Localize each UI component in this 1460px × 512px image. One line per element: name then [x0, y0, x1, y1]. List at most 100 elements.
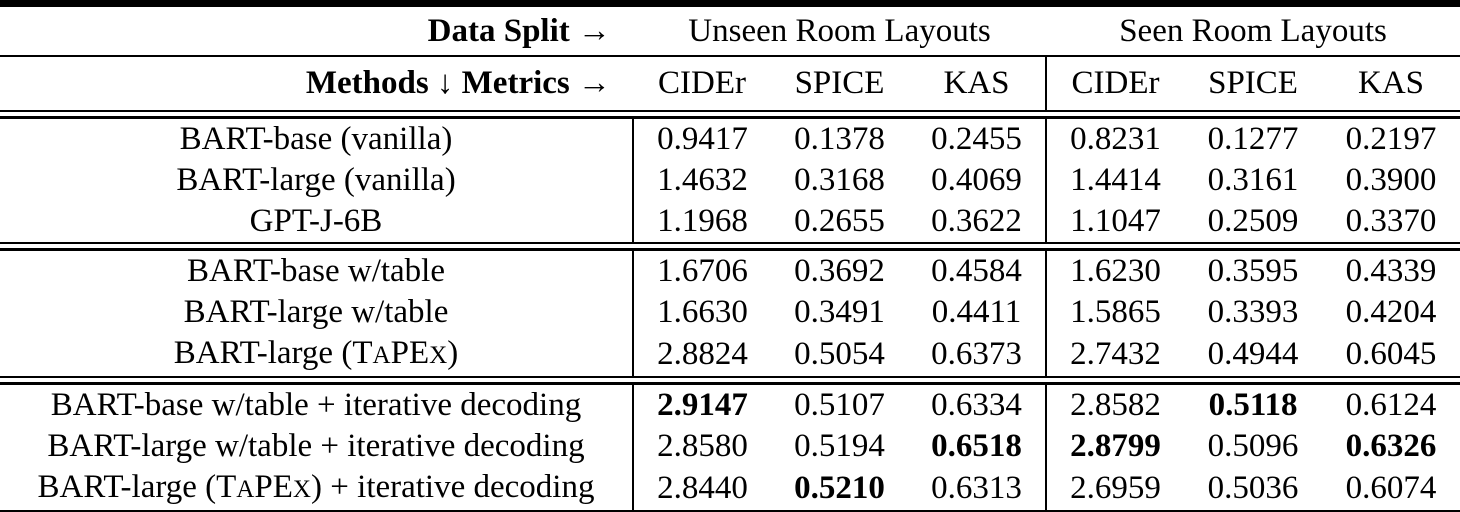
metric-cell: 1.5865	[1045, 292, 1185, 333]
method-label: BART-base w/table + iterative decoding	[50, 387, 582, 423]
metric-cell: 0.6045	[1345, 336, 1437, 372]
method-cell: BART-large w/table + iterative decoding	[0, 426, 633, 467]
metric-cell: 0.5194	[794, 428, 885, 464]
metric-cell: 0.6373	[931, 336, 1022, 372]
metric-cell: 0.5096	[1207, 428, 1299, 464]
method-label: BART-large (T	[37, 469, 237, 505]
metric-header-unseen-spice: SPICE	[794, 65, 885, 101]
metric-cell: 2.9147	[632, 385, 771, 426]
method-label: GPT-J-6B	[249, 203, 383, 239]
method-label-smallcaps: X	[429, 342, 448, 369]
method-cell: BART-large (vanilla)	[0, 160, 633, 201]
method-label: BART-large (T	[173, 335, 373, 371]
metric-cell: 0.6518	[931, 428, 1022, 464]
metric-cell: 0.6334	[931, 387, 1022, 423]
table-row: BART-base (vanilla) 0.9417 0.1378 0.2455 0.8…	[0, 119, 1460, 160]
metric-cell: 0.2509	[1207, 203, 1299, 239]
metric-cell: 1.1047	[1045, 201, 1185, 242]
metric-cell: 2.8580	[632, 426, 771, 467]
method-label: BART-base (vanilla)	[179, 121, 453, 157]
table-row: BART-large w/table 1.6630 0.3491 0.4411 1.58…	[0, 292, 1460, 333]
metric-header-unseen-cider: CIDEr	[658, 65, 746, 101]
metric-cell: 1.6230	[1045, 251, 1185, 292]
metric-cell: 0.2197	[1345, 121, 1437, 157]
group-separator-1	[0, 242, 1460, 251]
table-row: BART-large (vanilla) 1.4632 0.3168 0.4069 1.…	[0, 160, 1460, 201]
metric-cell: 0.1277	[1207, 121, 1299, 157]
metric-cell: 0.3900	[1345, 162, 1437, 198]
metric-cell: 0.1378	[794, 121, 885, 157]
metric-cell: 0.3168	[794, 162, 885, 198]
method-label: )	[447, 335, 459, 371]
metric-cell: 0.5118	[1208, 387, 1298, 423]
method-label-smallcaps: A	[372, 342, 391, 369]
metric-header-seen-spice: SPICE	[1208, 65, 1298, 101]
method-label: ) + iterative decoding	[311, 469, 595, 505]
metric-cell: 0.4944	[1207, 336, 1299, 372]
metric-cell: 0.5036	[1207, 470, 1299, 506]
metric-cell: 0.3393	[1207, 294, 1299, 330]
table-row: GPT-J-6B 1.1968 0.2655 0.3622 1.1047 0.2509 0.…	[0, 201, 1460, 242]
metric-cell: 0.6074	[1345, 470, 1437, 506]
table-row: BART-large (TAPEX) + iterative decoding 2…	[0, 467, 1460, 512]
method-cell: BART-base w/table	[0, 251, 633, 292]
metric-cell: 0.4069	[931, 162, 1022, 198]
metric-cell: 2.8440	[632, 467, 771, 512]
group-separator-2	[0, 376, 1460, 385]
metric-cell: 0.5054	[794, 336, 885, 372]
metric-cell: 0.4339	[1345, 253, 1437, 289]
metric-cell: 0.3491	[794, 294, 885, 330]
metric-cell: 2.6959	[1045, 467, 1185, 512]
metric-cell: 1.4632	[632, 160, 771, 201]
metric-cell: 1.4414	[1045, 160, 1185, 201]
metric-cell: 0.4584	[931, 253, 1022, 289]
metric-header-unseen-kas: KAS	[943, 65, 1010, 101]
method-cell: GPT-J-6B	[0, 201, 633, 242]
method-label-smallcaps: A	[236, 476, 255, 503]
metric-cell: 0.3595	[1207, 253, 1299, 289]
table-row: BART-large w/table + iterative decoding 2…	[0, 426, 1460, 467]
metric-cell: 0.5107	[794, 387, 885, 423]
metric-cell: 2.7432	[1045, 333, 1185, 376]
split-header-unseen: Unseen Room Layouts	[688, 12, 991, 49]
method-cell: BART-large (TAPEX) + iterative decoding	[0, 467, 633, 512]
method-cell: BART-large (TAPEX)	[0, 333, 633, 376]
rule-under-header	[0, 110, 1460, 119]
metric-cell: 1.1968	[632, 201, 771, 242]
split-header-seen: Seen Room Layouts	[1119, 12, 1387, 49]
method-cell: BART-base w/table + iterative decoding	[0, 385, 633, 426]
method-label: PE	[390, 335, 430, 371]
data-split-header-row: Data Split → Unseen Room Layouts Seen Ro…	[0, 4, 1460, 56]
metric-cell: 0.8231	[1045, 119, 1185, 160]
double-rule	[0, 242, 1460, 251]
metric-cell: 2.8824	[632, 333, 771, 376]
group-iterative-decoding: BART-base w/table + iterative decoding 2.…	[0, 385, 1460, 512]
rule-under-split-row	[0, 55, 1460, 57]
metric-cell: 1.6706	[632, 251, 771, 292]
metric-cell: 0.3370	[1345, 203, 1437, 239]
group-vanilla-baselines: BART-base (vanilla) 0.9417 0.1378 0.2455 0.8…	[0, 119, 1460, 242]
methods-metrics-label: Methods ↓ Metrics →	[305, 65, 611, 101]
method-label-smallcaps: X	[292, 476, 312, 503]
metric-cell: 0.6124	[1345, 387, 1437, 423]
method-label: BART-large (vanilla)	[176, 162, 456, 198]
data-split-label: Data Split →	[427, 12, 611, 49]
metric-header-seen-kas: KAS	[1358, 65, 1425, 101]
metric-header-seen-cider: CIDEr	[1045, 57, 1185, 110]
metric-cell: 0.4411	[931, 294, 1022, 330]
metric-cell: 0.3622	[931, 203, 1022, 239]
metric-cell: 2.8799	[1045, 426, 1185, 467]
method-cell: BART-base (vanilla)	[0, 119, 633, 160]
double-rule	[0, 376, 1460, 385]
metric-cell: 0.3161	[1207, 162, 1299, 198]
method-cell: BART-large w/table	[0, 292, 633, 333]
metric-cell: 2.8582	[1045, 385, 1185, 426]
method-label: BART-large w/table	[183, 294, 449, 330]
metric-cell: 0.3692	[794, 253, 885, 289]
metric-cell: 0.2455	[931, 121, 1022, 157]
metrics-header-row: Methods ↓ Metrics → CIDEr SPICE KAS CIDE…	[0, 57, 1460, 110]
single-rule	[0, 55, 1460, 57]
method-label: BART-large w/table + iterative decoding	[47, 428, 585, 464]
method-label: BART-base w/table	[186, 253, 445, 289]
